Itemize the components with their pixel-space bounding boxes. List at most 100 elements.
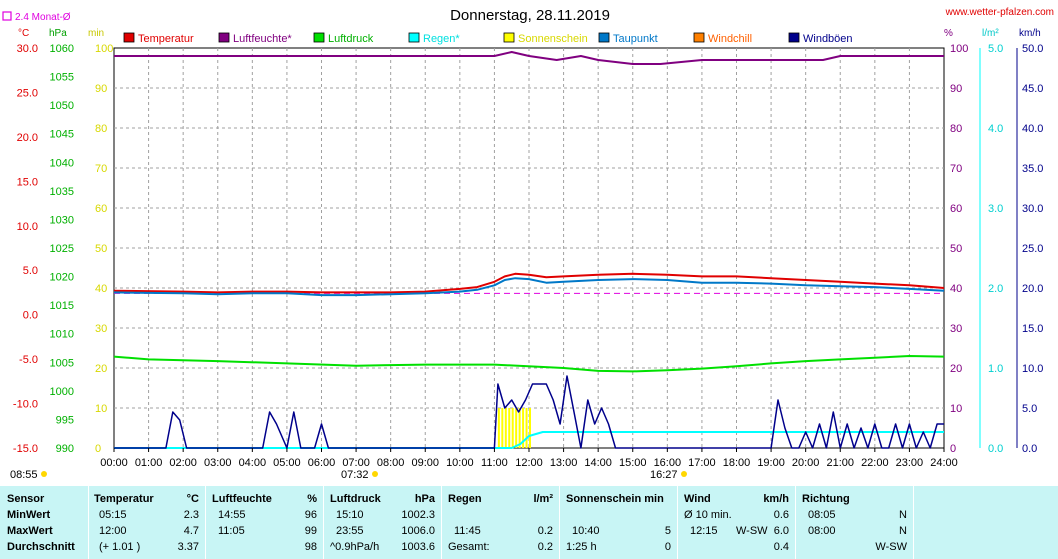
tick-press-0: 1060: [50, 43, 74, 55]
tick-sun-7: 30: [95, 323, 107, 335]
press-max-val: 1006.0: [401, 525, 435, 537]
sun-total-time: 1:25 h: [566, 541, 597, 553]
tick-sun-9: 10: [95, 403, 107, 415]
xtick-label-9: 09:00: [411, 457, 439, 469]
tick-press-1: 1055: [50, 72, 74, 84]
tick-hum-2: 80: [950, 123, 962, 135]
tick-press-3: 1045: [50, 129, 74, 141]
series-line-1: [113, 277, 945, 297]
xtick-label-11: 11:00: [481, 457, 508, 469]
tick-rain-3: 2.0: [988, 283, 1003, 295]
tick-sun-8: 20: [95, 363, 107, 375]
tick-wind-9: 5.0: [1022, 403, 1037, 415]
tick-hum-3: 70: [950, 163, 962, 175]
sunshine-bar: [497, 408, 500, 448]
wind-head: Wind: [684, 493, 711, 505]
tick-wind-4: 30.0: [1022, 203, 1043, 215]
unit-pct: %: [944, 28, 953, 39]
tick-press-10: 1010: [50, 329, 74, 341]
rain-max-val: 0.2: [537, 525, 553, 537]
temp-avg-diff: (+ 1.01 ): [99, 541, 141, 553]
col-richtung: Richtung 08:05 N 08:00 N W-SW: [796, 486, 914, 559]
tick-rain-4: 1.0: [988, 363, 1003, 375]
tick-press-9: 1015: [50, 300, 74, 312]
series-line-3: [113, 355, 945, 373]
tick-sun-5: 50: [95, 243, 107, 255]
unit-press: hPa: [49, 28, 67, 39]
xtick-label-10: 10:00: [446, 457, 474, 469]
tick-sun-6: 40: [95, 283, 107, 295]
dir-max-time: 08:00: [808, 525, 836, 537]
legend-swatch-0: [123, 32, 135, 43]
legend-label-2: Luftdruck: [328, 33, 374, 45]
tick-wind-2: 40.0: [1022, 123, 1043, 135]
tick-press-13: 995: [56, 414, 74, 426]
sunshine-bar: [525, 408, 528, 448]
press-unit: hPa: [414, 493, 435, 505]
rain-unit: l/m²: [533, 493, 553, 505]
row-label-sensor: Sensor: [7, 493, 45, 505]
tick-temp-5: 5.0: [23, 265, 38, 277]
tick-sun-2: 80: [95, 123, 107, 135]
wind-max-time: 12:15: [690, 525, 718, 537]
sunrise-marker-icon: [372, 471, 378, 477]
wind-avg-label: Ø 10 min.: [684, 509, 732, 521]
tick-press-14: 990: [56, 443, 74, 455]
press-min-time: 15:10: [336, 509, 364, 521]
series-line-0: [113, 272, 945, 294]
tick-hum-6: 40: [950, 283, 962, 295]
wind-max-dir: W-SW: [736, 525, 768, 537]
xtick-label-2: 02:00: [169, 457, 197, 469]
tick-temp-1: 25.0: [17, 87, 38, 99]
left-time-label: 08:55: [10, 469, 38, 481]
temp-min-time: 05:15: [99, 509, 127, 521]
temp-max-time: 12:00: [99, 525, 127, 537]
press-max-time: 23:55: [336, 525, 364, 537]
wind-max-val: 6.0: [773, 525, 789, 537]
legend-label-1: Luftfeuchte*: [233, 33, 292, 45]
tick-temp-6: 0.0: [23, 310, 38, 322]
axes: 30.0 25.0 20.0 15.0 10.0 5.0 0.0 -5.0 -10.0 -15.0…: [13, 43, 1044, 455]
tick-hum-9: 10: [950, 403, 962, 415]
dir-min-val: N: [899, 509, 907, 521]
hum-min-time: 14:55: [218, 509, 246, 521]
xtick-label-0: 00:00: [100, 457, 128, 469]
tick-rain-2: 3.0: [988, 203, 1003, 215]
hum-avg-val: 98: [304, 541, 317, 553]
tick-sun-3: 70: [95, 163, 107, 175]
temp-avg-val: 3.37: [177, 541, 199, 553]
xtick-label-13: 13:00: [550, 457, 578, 469]
col-luftdruck: Luftdruck hPa 15:10 1002.3 23:55 1006.0 …: [324, 486, 442, 559]
legend-swatch-7: [788, 32, 800, 43]
row-label-min: MinWert: [7, 509, 51, 521]
xtick-label-15: 15:00: [619, 457, 647, 469]
col-wind: Wind km/h Ø 10 min. 0.6 12:15 W-SW 6.0 0…: [678, 486, 796, 559]
sunset-marker-icon: [681, 471, 687, 477]
tick-temp-8: -10.0: [13, 399, 38, 411]
legend-label-6: Windchill: [708, 33, 752, 45]
legend-label-3: Regen*: [423, 33, 460, 45]
sunshine-bar: [511, 408, 514, 448]
tick-rain-0: 5.0: [988, 43, 1003, 55]
sun-head: Sonnenschein min: [566, 493, 664, 505]
wind-avg-val: 0.6: [773, 509, 789, 521]
hum-max-time: 11:05: [218, 525, 245, 537]
tick-hum-4: 60: [950, 203, 962, 215]
left-sun-icon: [41, 471, 47, 477]
tick-press-12: 1000: [50, 386, 74, 398]
tick-press-6: 1030: [50, 214, 74, 226]
site-link[interactable]: www.wetter-pfalzen.com: [945, 7, 1054, 18]
tick-sun-1: 90: [95, 83, 107, 95]
tick-wind-5: 25.0: [1022, 243, 1043, 255]
sunshine-bar: [501, 408, 504, 448]
tick-hum-8: 20: [950, 363, 962, 375]
weather-chart: Donnerstag, 28.11.2019 www.wetter-pfalze…: [2, 7, 1054, 481]
dir-max-val: N: [899, 525, 907, 537]
sunshine-bar: [522, 408, 525, 448]
sun-max-val: 5: [664, 525, 671, 537]
col-regen: Regen l/m² 11:45 0.2 Gesamt: 0.2: [442, 486, 560, 559]
press-min-val: 1002.3: [401, 509, 435, 521]
tick-temp-2: 20.0: [17, 132, 38, 144]
xtick-label-14: 14:00: [584, 457, 612, 469]
sunrise-label: 07:32: [341, 469, 369, 481]
